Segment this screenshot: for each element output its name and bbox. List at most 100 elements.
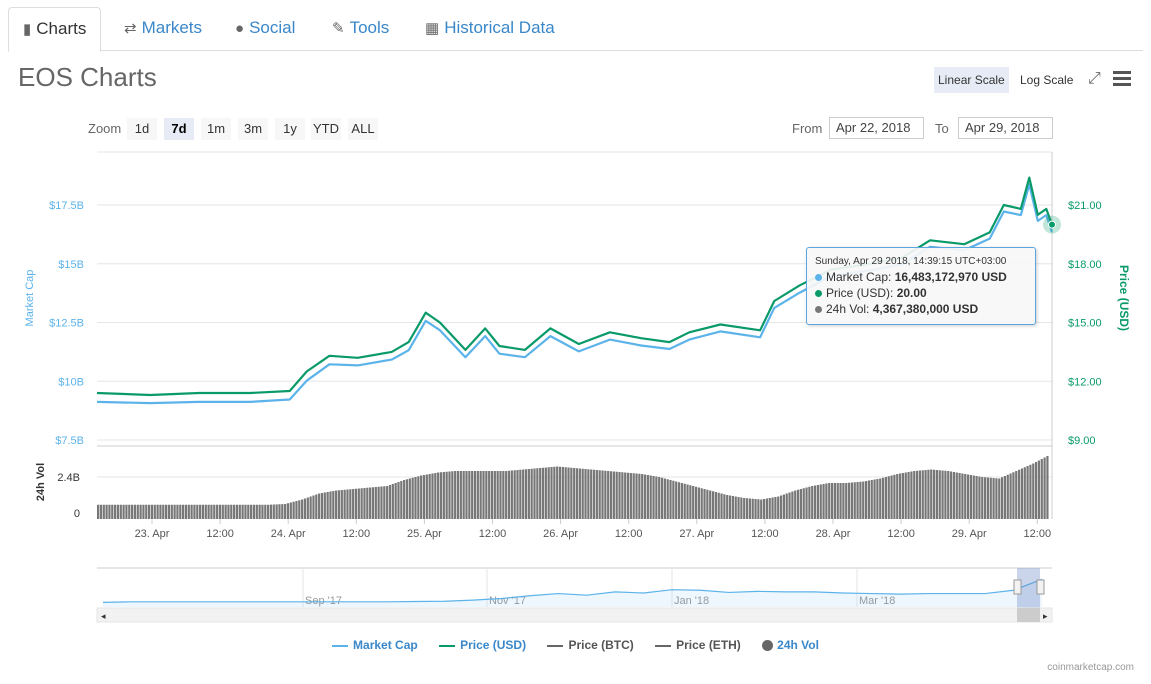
volume-bar [295,501,298,519]
x-tick-label: 23. Apr [135,528,170,540]
volume-bar [301,499,304,519]
volume-bar [850,482,853,519]
right-tick-label: $12.00 [1068,376,1102,388]
volume-bar [828,483,831,519]
volume-bar [471,471,474,519]
volume-bar [286,503,290,519]
legend-price-btc[interactable]: Price (BTC) [547,638,634,652]
zoom-ytd-button[interactable]: YTD [311,118,341,140]
volume-bar [1043,457,1046,519]
linear-scale-button[interactable]: Linear Scale [934,67,1009,93]
tab-markets[interactable]: ⇄ Markets [110,7,216,51]
volume-bar [867,480,871,519]
navigator-handle[interactable] [1036,579,1045,595]
volume-bar [156,504,159,519]
volume-bar [437,472,440,519]
tab-label: Charts [36,19,87,38]
volume-bar [864,481,868,519]
x-tick-label: 25. Apr [407,528,442,540]
tab-charts[interactable]: ▮ Charts [8,7,102,52]
fullscreen-icon[interactable]: ⤢ [1088,70,1101,87]
zoom-3m-button[interactable]: 3m [238,118,268,140]
market-cap-dot-icon [815,274,822,281]
volume-bar [252,504,256,519]
credit-link[interactable]: coinmarketcap.com [1047,662,1134,673]
tab-historical-data[interactable]: ▦ Historical Data [411,7,569,51]
volume-bar [748,498,751,519]
volume-bar [162,504,165,519]
to-date-input[interactable]: Apr 29, 2018 [958,117,1053,139]
volume-bar [247,504,250,519]
left-tick-label: $15B [58,259,84,271]
volume-bar [802,488,805,519]
navigator-scrollbar[interactable] [96,607,1053,623]
volume-bar [227,504,230,519]
zoom-1y-button[interactable]: 1y [275,118,305,140]
volume-bar [949,471,953,519]
legend-price-usd[interactable]: Price (USD) [439,638,526,652]
volume-bar [774,497,777,519]
volume-bar [182,504,185,519]
tooltip-label: Market Cap: [826,270,892,284]
line-swatch-icon [547,644,564,647]
volume-bar [102,504,105,519]
volume-bar [734,496,737,519]
volume-bar [439,472,443,519]
scrollbar-thumb[interactable] [1017,608,1040,622]
volume-bar [224,504,227,519]
volume-bar [167,504,171,519]
x-tick-label: 24. Apr [271,528,306,540]
volume-bar [930,469,933,519]
legend-24h-vol[interactable]: 24h Vol [762,638,819,652]
volume-bar [337,490,341,519]
legend-price-eth[interactable]: Price (ETH) [655,638,741,652]
volume-bar [193,504,196,519]
volume-bar [411,477,414,519]
volume-bar [694,486,698,519]
volume-bar [485,471,488,519]
volume-bar [343,489,346,519]
zoom-1d-button[interactable]: 1d [127,118,157,140]
volume-bar [808,486,811,519]
menu-icon[interactable] [1113,71,1131,86]
volume-bar [777,496,780,519]
volume-bar [969,475,973,519]
scroll-right-icon[interactable]: ▸ [1043,611,1048,621]
zoom-1m-button[interactable]: 1m [201,118,231,140]
zoom-7d-button[interactable]: 7d [164,118,194,140]
volume-bar [139,504,142,519]
tab-social[interactable]: ● Social [221,7,309,51]
navigator-handle[interactable] [1013,579,1022,595]
tab-tools[interactable]: ✎ Tools [318,7,403,51]
left-tick-label: $10B [58,376,84,388]
volume-bar [660,477,664,519]
legend-market-cap[interactable]: Market Cap [332,638,418,652]
volume-bar [519,469,522,519]
volume-bar [918,470,922,519]
exchange-arrows-icon: ⇄ [124,20,137,37]
volume-bar [1009,473,1012,519]
from-date-input[interactable]: Apr 22, 2018 [829,117,924,139]
log-scale-button[interactable]: Log Scale [1020,73,1074,87]
volume-bar [612,471,615,519]
scroll-left-icon[interactable]: ◂ [101,611,106,621]
volume-bar [584,469,587,519]
zoom-all-button[interactable]: ALL [348,118,378,140]
from-label: From [792,121,823,136]
volume-bar [505,471,508,519]
volume-bar [1000,477,1004,519]
volume-bar [782,494,785,519]
volume-bar [595,470,598,519]
volume-bar [377,486,380,519]
volume-bar [255,504,258,519]
zoom-label: Zoom [88,121,122,136]
volume-bar [216,504,219,519]
volume-bar [785,493,788,519]
volume-bar [726,495,729,519]
volume-bar [703,489,706,519]
volume-bar [99,504,103,519]
navigator-tick-label: Nov '17 [489,595,526,607]
volume-bar [938,470,941,519]
volume-bar [550,467,553,519]
